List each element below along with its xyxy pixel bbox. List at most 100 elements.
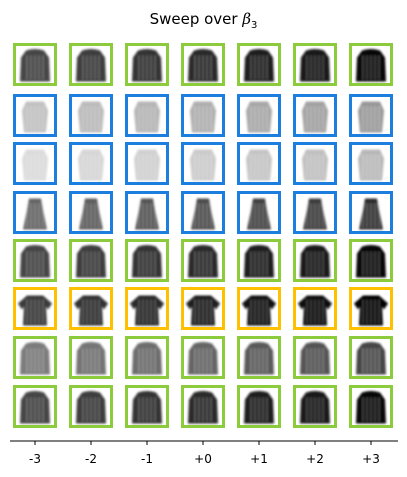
garment-image — [132, 49, 162, 82]
garment-image — [354, 295, 388, 326]
garment-image — [242, 295, 276, 326]
cell-frame — [237, 239, 281, 282]
cell-frame — [181, 191, 225, 234]
grid-cell — [181, 43, 225, 86]
cell-frame — [237, 94, 281, 137]
grid-cell — [349, 94, 393, 137]
cell-frame — [69, 43, 113, 86]
garment-image — [244, 245, 274, 278]
garment-image — [191, 198, 215, 230]
grid-cell — [125, 385, 169, 428]
garment-image — [356, 342, 386, 375]
cell-frame — [237, 43, 281, 86]
grid-cell — [181, 336, 225, 379]
grid-cell — [69, 142, 113, 185]
garment-image — [247, 198, 271, 230]
cell-frame — [13, 94, 57, 137]
garment-image — [132, 342, 162, 375]
grid-cell — [293, 239, 337, 282]
grid-cell — [13, 336, 57, 379]
cell-frame — [293, 43, 337, 86]
grid-cell — [293, 191, 337, 234]
tick-mark-layer — [34, 441, 372, 445]
grid-cell — [349, 43, 393, 86]
title-symbol: β — [242, 10, 252, 28]
grid-cell — [237, 191, 281, 234]
grid-cell — [237, 94, 281, 137]
cell-frame — [125, 239, 169, 282]
garment-image — [300, 391, 330, 424]
x-tick-label: +0 — [194, 452, 212, 466]
x-tick-label: +2 — [306, 452, 324, 466]
cell-frame — [237, 385, 281, 428]
cell-frame — [181, 94, 225, 137]
garment-image — [190, 149, 216, 181]
grid-cell — [293, 142, 337, 185]
grid-cell — [181, 239, 225, 282]
grid-cell — [125, 287, 169, 330]
cell-frame — [237, 191, 281, 234]
grid-cell — [237, 142, 281, 185]
grid-cell — [181, 191, 225, 234]
garment-image — [130, 295, 164, 326]
grid-cell — [349, 239, 393, 282]
garment-image — [298, 295, 332, 326]
garment-image — [186, 295, 220, 326]
grid-cell — [349, 142, 393, 185]
garment-image — [356, 391, 386, 424]
cell-frame — [349, 385, 393, 428]
cell-frame — [293, 336, 337, 379]
cell-frame — [181, 385, 225, 428]
x-tick-label: +1 — [250, 452, 268, 466]
grid-cell — [293, 43, 337, 86]
cell-frame — [181, 142, 225, 185]
x-tick-label: -3 — [29, 452, 41, 466]
garment-image — [76, 391, 106, 424]
garment-image — [20, 342, 50, 375]
cell-frame — [69, 239, 113, 282]
cell-frame — [349, 287, 393, 330]
grid-cell — [293, 287, 337, 330]
cell-frame — [349, 43, 393, 86]
garment-image — [358, 101, 384, 133]
grid-cell — [69, 239, 113, 282]
cell-frame — [349, 239, 393, 282]
grid-cell — [293, 94, 337, 137]
garment-image — [300, 245, 330, 278]
grid-cell — [125, 239, 169, 282]
grid-cell — [13, 385, 57, 428]
garment-image — [190, 101, 216, 133]
cell-frame — [293, 142, 337, 185]
grid-cell — [181, 94, 225, 137]
garment-image — [132, 245, 162, 278]
cell-frame — [181, 43, 225, 86]
garment-image — [358, 149, 384, 181]
cell-frame — [237, 336, 281, 379]
garment-image — [79, 198, 103, 230]
garment-image — [302, 149, 328, 181]
garment-image — [134, 101, 160, 133]
cell-frame — [293, 94, 337, 137]
grid-cell — [13, 239, 57, 282]
garment-image — [74, 295, 108, 326]
garment-image — [23, 198, 47, 230]
cell-frame — [349, 142, 393, 185]
grid-cell — [237, 43, 281, 86]
cell-frame — [125, 336, 169, 379]
grid-cell — [237, 287, 281, 330]
garment-image — [132, 391, 162, 424]
garment-image — [303, 198, 327, 230]
grid-cell — [13, 191, 57, 234]
cell-frame — [181, 239, 225, 282]
garment-image — [359, 198, 383, 230]
cell-frame — [293, 191, 337, 234]
grid-cell — [13, 94, 57, 137]
garment-image — [300, 342, 330, 375]
garment-image — [18, 295, 52, 326]
garment-image — [20, 245, 50, 278]
grid-cell — [125, 191, 169, 234]
garment-image — [300, 49, 330, 82]
cell-frame — [125, 142, 169, 185]
grid-cell — [349, 287, 393, 330]
cell-frame — [69, 287, 113, 330]
